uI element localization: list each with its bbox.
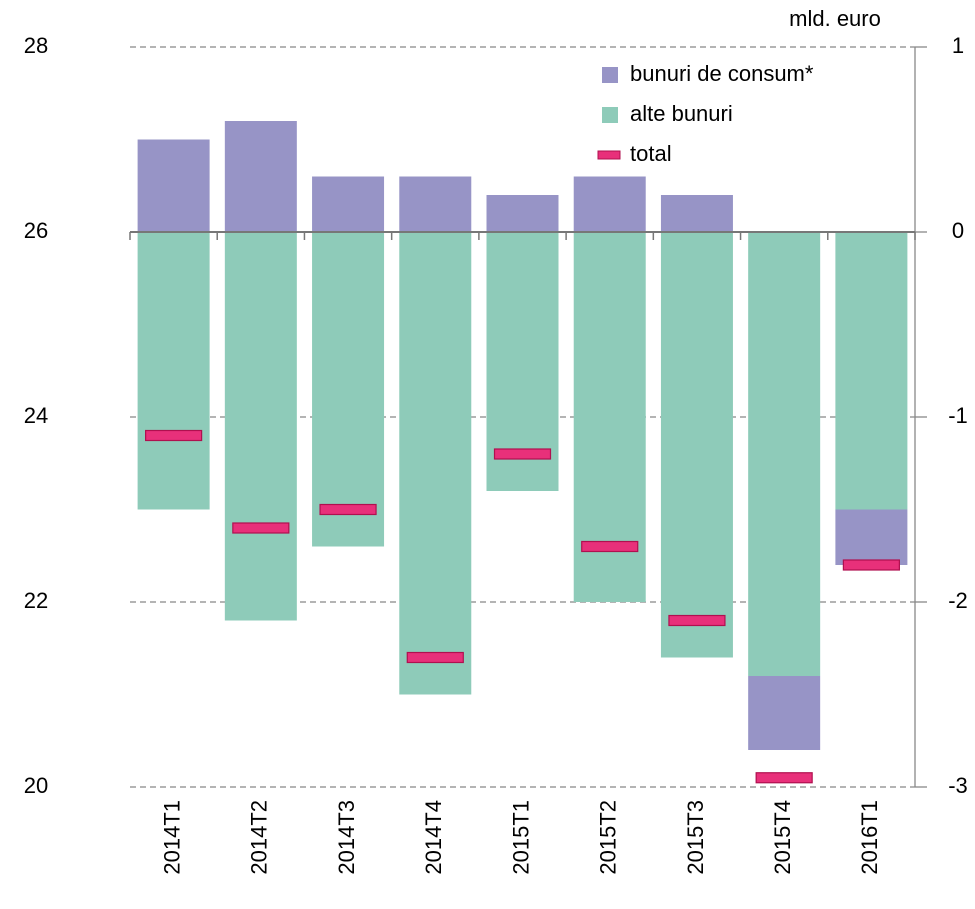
legend-label: alte bunuri [630,101,733,126]
total-marker [319,503,377,516]
y2-tick-label: -3 [948,773,968,798]
y-tick-label: 28 [24,33,48,58]
bar [312,176,385,232]
y-tick-label: 22 [24,588,48,613]
bar [835,509,908,565]
x-tick-label: 2016T1 [857,800,882,875]
bar [748,676,821,750]
bar [399,232,472,695]
legend-swatch [602,107,618,123]
bar [224,232,297,621]
x-tick-label: 2014T4 [421,800,446,875]
legend-label: total [630,141,672,166]
legend-marker [597,150,621,160]
bar [748,232,821,676]
x-tick-label: 2014T3 [334,800,359,875]
y-tick-label: 26 [24,218,48,243]
bar [486,195,559,232]
total-marker [406,651,464,664]
bar [224,121,297,232]
y-tick-label: 24 [24,403,48,428]
y2-axis-label: mld. euro [789,6,881,31]
total-marker [232,522,290,534]
bar [573,232,646,602]
x-tick-label: 2015T4 [770,800,795,875]
total-marker [842,559,900,571]
bar [660,232,733,658]
y2-tick-label: -2 [948,588,968,613]
x-tick-label: 2015T3 [683,800,708,875]
bar [137,139,210,232]
y2-tick-label: 0 [952,218,964,243]
bar [573,176,646,232]
total-marker [755,772,813,784]
bar [660,195,733,232]
x-tick-label: 2015T1 [508,800,533,875]
bar [137,232,210,510]
legend-label: bunuri de consum* [630,61,814,86]
total-marker [493,448,552,460]
total-marker [145,429,203,442]
x-tick-label: 2014T1 [159,800,184,875]
bar [399,176,472,232]
y2-tick-label: -1 [948,403,968,428]
total-marker [581,540,639,553]
bar [835,232,908,510]
y-tick-label: 20 [24,773,48,798]
x-tick-label: 2014T2 [247,800,272,875]
legend-swatch [602,67,618,83]
total-marker [668,614,726,627]
x-tick-label: 2015T2 [596,800,621,875]
y2-tick-label: 1 [952,33,964,58]
bar [486,232,559,491]
bar [312,232,385,547]
